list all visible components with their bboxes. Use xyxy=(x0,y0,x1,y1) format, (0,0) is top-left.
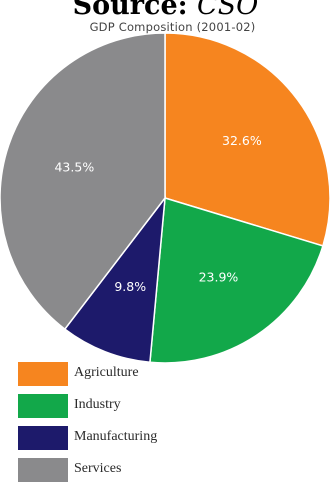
slice-value-label-agriculture: 32.6% xyxy=(222,133,262,148)
pie-slices xyxy=(0,32,331,364)
legend-label: Manufacturing xyxy=(74,429,158,444)
pie-slice-agriculture xyxy=(164,32,331,247)
legend-swatch xyxy=(18,362,68,386)
legend-swatch xyxy=(18,426,68,450)
source-line: Source: CSO xyxy=(0,0,331,21)
pie-slice-services xyxy=(0,32,166,331)
chart-title: GDP Composition (2001-02) xyxy=(89,20,256,34)
legend-label: Services xyxy=(74,461,122,476)
pie-slice-manufacturing xyxy=(63,195,166,364)
pie-slice-labels: 32.6% 23.9% 9.8% 43.5% xyxy=(54,133,261,294)
source-label: Source: xyxy=(72,0,188,21)
slice-value-label-services: 43.5% xyxy=(54,159,94,174)
pie-slice-industry xyxy=(149,197,324,364)
legend-swatch xyxy=(18,394,68,418)
legend-label: Agriculture xyxy=(74,365,139,380)
legend-swatch xyxy=(18,458,68,482)
slice-value-label-manufacturing: 9.8% xyxy=(114,279,146,294)
source-value: CSO xyxy=(197,0,259,21)
slice-value-label-industry: 23.9% xyxy=(199,269,239,284)
legend-label: Industry xyxy=(74,397,121,412)
